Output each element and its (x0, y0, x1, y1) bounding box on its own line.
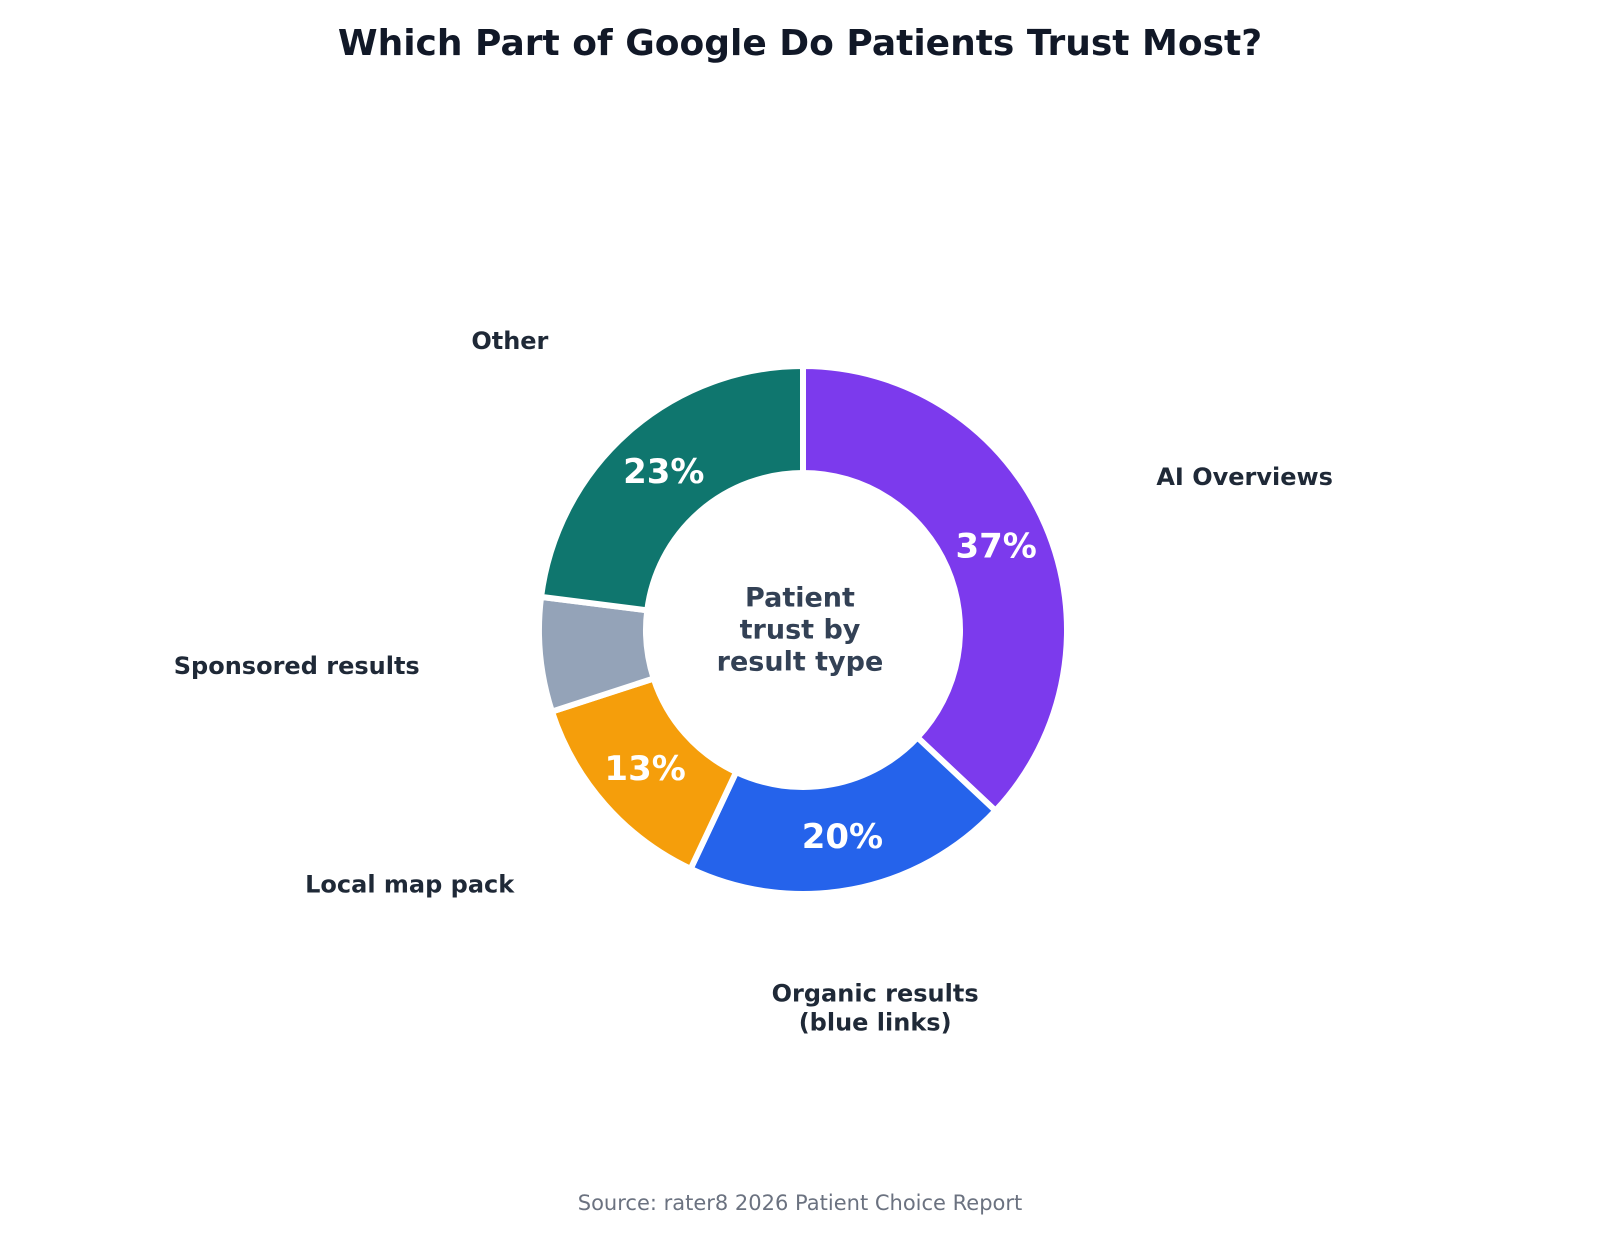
donut-slices (536, 362, 1070, 897)
category-label-line: (blue links) (799, 1009, 952, 1037)
slice-value-labels: 37% 20% 13% 23% (604, 452, 1036, 857)
center-label-line: result type (717, 647, 884, 678)
value-label-organic-results-blue-links: 20% (802, 817, 883, 857)
category-label-organic-results-blue-links: Organic results (blue links) (772, 980, 979, 1037)
category-label-local-map-pack: Local map pack (305, 871, 515, 899)
center-label-line: Patient (745, 583, 855, 614)
category-label-line: Sponsored results (174, 652, 420, 680)
category-label-line: AI Overviews (1156, 463, 1333, 491)
slice-ai-overviews (800, 362, 1070, 815)
source-note: Source: rater8 2026 Patient Choice Repor… (578, 1191, 1023, 1215)
value-label-ai-overviews: 37% (955, 526, 1036, 566)
category-label-line: Organic results (772, 980, 979, 1008)
category-label-ai-overviews: AI Overviews (1156, 463, 1333, 491)
center-label-line: trust by (740, 615, 861, 646)
category-label-sponsored-results: Sponsored results (174, 652, 420, 680)
center-label: Patient trust by result type (717, 583, 884, 678)
category-label-line: Local map pack (305, 871, 515, 899)
value-label-local-map-pack: 13% (604, 749, 685, 789)
slice-other (537, 362, 806, 614)
chart-title: Which Part of Google Do Patients Trust M… (338, 23, 1262, 64)
category-label-other: Other (471, 327, 548, 355)
slice-category-labels: AI Overviews Organic results (blue links) L… (174, 327, 1333, 1036)
category-label-line: Other (471, 327, 548, 355)
value-label-other: 23% (623, 452, 704, 492)
slice-organic-results-blue-links (686, 733, 1000, 897)
